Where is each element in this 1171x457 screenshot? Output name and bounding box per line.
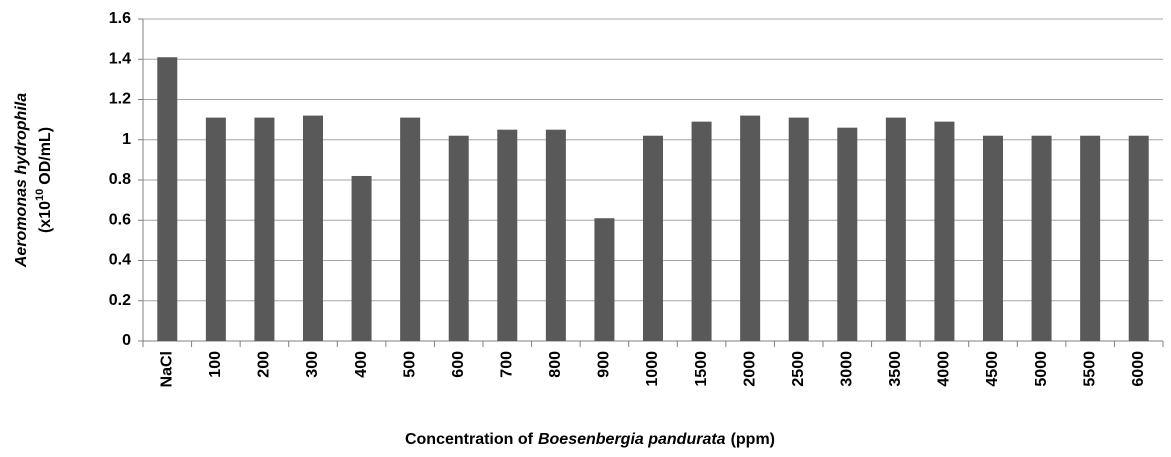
bar <box>983 135 1003 341</box>
x-tick-label: 3500 <box>887 351 904 387</box>
bar <box>303 115 323 341</box>
x-tick-label: 1500 <box>693 351 710 387</box>
y-tick-label: 1.2 <box>109 91 131 108</box>
bar <box>254 117 275 341</box>
x-tick-label: 100 <box>207 351 224 378</box>
y-axis-label: Aeromonas hydrophila <box>13 93 30 268</box>
bar <box>1080 135 1101 341</box>
x-tick-label: 200 <box>256 351 273 378</box>
y-tick-label: 1 <box>122 131 131 148</box>
bar <box>885 117 906 341</box>
y-tick-label: 0 <box>122 332 131 349</box>
bar <box>400 117 421 341</box>
x-tick-label: 900 <box>596 351 613 378</box>
y-tick-label: 0.8 <box>109 171 131 188</box>
x-tick-label: 700 <box>499 351 516 378</box>
y-tick-label: 1.4 <box>109 50 131 67</box>
bar <box>448 135 469 341</box>
y-axis-label-line1: Aeromonas hydrophila <box>13 93 30 268</box>
bar <box>1128 135 1149 341</box>
x-tick-label: NaCl <box>159 351 176 387</box>
bar <box>545 129 566 341</box>
x-tick-label: 4000 <box>936 351 953 387</box>
x-tick-label: 3000 <box>839 351 856 387</box>
bar <box>740 115 761 341</box>
bar <box>351 175 372 341</box>
y-tick-label: 0.6 <box>109 211 131 228</box>
x-tick-label: 400 <box>353 351 370 378</box>
bar <box>594 218 615 341</box>
x-tick-label: 800 <box>547 351 564 378</box>
bar <box>837 127 858 341</box>
bar <box>643 135 663 341</box>
x-tick-label: 300 <box>304 351 321 378</box>
bar <box>934 121 955 341</box>
bar <box>691 121 712 341</box>
bar <box>788 117 809 341</box>
y-axis-label-sup: 10 <box>34 189 46 201</box>
x-axis-label-3: (ppm) <box>731 431 775 448</box>
y-axis-label-unit: (x10 <box>37 201 54 233</box>
x-tick-label: 5000 <box>1033 351 1050 387</box>
x-tick-label: 2000 <box>741 351 758 387</box>
y-axis-label-unit-2: OD/mL) <box>37 127 54 185</box>
bar <box>497 129 518 341</box>
x-tick-label: 600 <box>450 351 467 378</box>
y-axis-label-2: (x1010 OD/mL) <box>34 127 54 233</box>
bar <box>1031 135 1052 341</box>
x-tick-label: 2500 <box>790 351 807 387</box>
x-tick-label: 1000 <box>644 351 661 387</box>
x-tick-label: 5500 <box>1081 351 1098 387</box>
x-tick-label: 6000 <box>1130 351 1147 387</box>
y-tick-label: 1.6 <box>109 10 131 27</box>
bar <box>157 57 178 342</box>
x-axis-label: Concentration of Boesenbergia pandurata (p… <box>405 431 775 448</box>
x-tick-label: 4500 <box>984 351 1001 387</box>
x-tick-label: 500 <box>401 351 418 378</box>
bar <box>205 117 226 341</box>
x-axis-label-1: Concentration of <box>405 431 534 448</box>
x-axis-label-2: Boesenbergia pandurata <box>538 431 726 448</box>
y-tick-label: 0.2 <box>109 292 131 309</box>
y-tick-label: 0.4 <box>109 252 131 269</box>
